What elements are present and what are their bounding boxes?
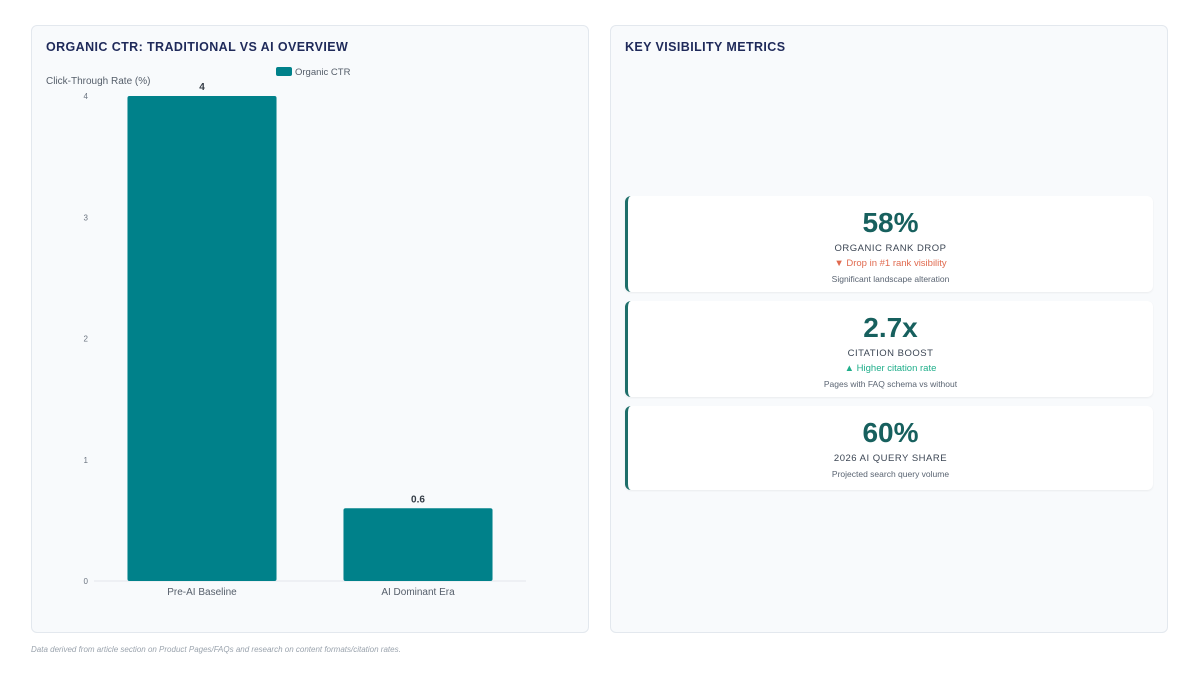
metrics-panel: KEY VISIBILITY METRICS 58% ORGANIC RANK … [610, 25, 1168, 633]
y-tick-label: 2 [84, 335, 89, 344]
metric-note: Projected search query volume [831, 469, 950, 479]
y-tick-label: 3 [84, 213, 89, 222]
metric-label: CITATION BOOST [847, 348, 934, 359]
metric-note: Significant landscape alteration [831, 274, 950, 284]
metric-value: 60% [862, 417, 919, 448]
metric-card-rank-drop: 58% ORGANIC RANK DROP ▼ Drop in #1 rank … [625, 196, 1153, 292]
metric-card-ai-query-share: 60% 2026 AI QUERY SHARE Projected search… [625, 406, 1153, 490]
y-tick-label: 0 [84, 577, 89, 586]
x-tick-label: AI Dominant Era [381, 587, 455, 598]
data-label: 0.6 [411, 494, 425, 505]
legend-label: Organic CTR [295, 67, 351, 78]
metric-card-citation-boost: 2.7x CITATION BOOST ▲ Higher citation ra… [625, 301, 1153, 397]
metric-value: 2.7x [863, 312, 918, 343]
y-tick-label: 1 [84, 456, 89, 465]
legend-swatch [276, 67, 292, 76]
ctr-bar-chart: Click-Through Rate (%) 0 1 2 3 4 Organic CTR 4 P… [46, 67, 526, 598]
metrics-panel-title: KEY VISIBILITY METRICS [625, 40, 786, 54]
ctr-chart-panel: ORGANIC CTR: TRADITIONAL VS AI OVERVIEW … [31, 25, 589, 633]
metric-label: 2026 AI QUERY SHARE [833, 453, 948, 464]
chart-panel-title: ORGANIC CTR: TRADITIONAL VS AI OVERVIEW [46, 40, 349, 54]
bar [127, 96, 277, 581]
footer-source-note: Data derived from article section on Pro… [31, 645, 401, 654]
metric-trend: ▼ Drop in #1 rank visibility [834, 258, 947, 269]
y-tick-label: 4 [84, 92, 89, 101]
bar [343, 508, 493, 581]
x-tick-label: Pre-AI Baseline [167, 587, 237, 598]
y-axis-label: Click-Through Rate (%) [46, 76, 150, 87]
metric-label: ORGANIC RANK DROP [834, 243, 947, 254]
metric-value: 58% [862, 207, 919, 238]
metric-note: Pages with FAQ schema vs without [823, 379, 958, 389]
metric-trend: ▲ Higher citation rate [844, 363, 937, 374]
data-label: 4 [199, 82, 205, 93]
